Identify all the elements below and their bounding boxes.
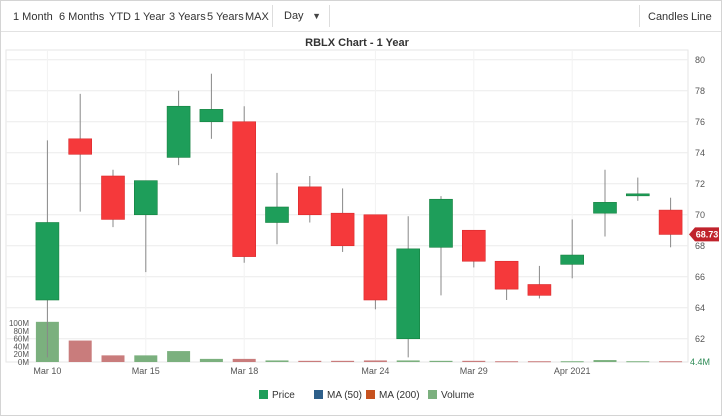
candle-body[interactable] (429, 198, 453, 248)
range-1-month-button[interactable]: 1 Month (13, 11, 53, 23)
chart-legend: Price MA (50) MA (200) Volume (259, 390, 475, 401)
volume-tick-label: 100M (9, 319, 29, 328)
volume-tick-label: 80M (13, 327, 29, 336)
price-tick-label: 62 (695, 334, 705, 344)
time-tick-label: Apr 2021 (554, 366, 591, 376)
legend-item[interactable]: MA (200) (366, 390, 420, 401)
volume-bar (462, 360, 486, 362)
chart-area: 62 64 66 68 70 72 74 76 78 80 0M 20M 40M 60M 80M 100M Ma… (1, 32, 721, 415)
volume-tick-label: 40M (13, 342, 29, 351)
volume-bars (35, 321, 683, 363)
legend-swatch (428, 390, 437, 399)
price-tick-label: 74 (695, 148, 705, 158)
candle-body[interactable] (199, 109, 224, 123)
last-volume-label: 4.4M (690, 357, 710, 367)
range-max-button[interactable]: MAX (245, 11, 269, 23)
chart-type-candles-button[interactable]: Candles (648, 11, 689, 23)
volume-tick-label: 60M (13, 335, 29, 344)
volume-tick-label: 0M (18, 358, 29, 367)
chart-type-line-button[interactable]: Line (691, 11, 712, 23)
volume-bar (429, 360, 453, 362)
candle-body[interactable] (396, 248, 421, 340)
last-price-badge-bg (689, 227, 719, 242)
volume-bar (101, 355, 125, 362)
range-ytd-button[interactable]: YTD (109, 11, 131, 23)
candle-body[interactable] (35, 222, 60, 301)
legend-swatch (366, 390, 375, 399)
candle-body[interactable] (101, 175, 125, 220)
range-3-years-button[interactable]: 3 Years (169, 11, 206, 23)
chart-toolbar: 1 Month 6 Months YTD 1 Year 3 Years 5 Ye… (1, 1, 721, 32)
price-tick-label: 72 (695, 179, 705, 189)
volume-bar (68, 340, 92, 362)
legend-item[interactable]: Price (259, 390, 295, 401)
price-tick-label: 80 (695, 55, 705, 65)
time-tick-label: Mar 10 (33, 366, 61, 376)
volume-bar (167, 351, 191, 362)
interval-value: Day (284, 10, 304, 22)
chart-title: RBLX Chart - 1 Year (305, 37, 409, 49)
candle-body[interactable] (593, 202, 617, 214)
range-1-year-button[interactable]: 1 Year (134, 11, 166, 23)
legend-label: Price (272, 390, 295, 401)
candle-body[interactable] (527, 284, 552, 296)
volume-bar (199, 358, 223, 362)
range-5-years-button[interactable]: 5 Years (207, 11, 244, 23)
candle-body[interactable] (265, 206, 289, 223)
volume-tick-label: 20M (13, 350, 29, 359)
candle-body[interactable] (134, 180, 158, 216)
legend-label: Volume (441, 390, 475, 401)
volume-bar (527, 361, 551, 363)
time-tick-label: Mar 18 (230, 366, 258, 376)
volume-bar (232, 358, 256, 362)
legend-label: MA (50) (327, 390, 362, 401)
volume-bar (134, 355, 158, 362)
candle-body[interactable] (166, 105, 191, 158)
legend-item[interactable]: Volume (428, 390, 475, 401)
candle-body[interactable] (560, 254, 585, 265)
candle-body[interactable] (330, 212, 355, 247)
legend-label: MA (200) (379, 390, 420, 401)
price-tick-label: 78 (695, 86, 705, 96)
time-tick-label: Mar 15 (132, 366, 160, 376)
time-tick-label: Mar 24 (361, 366, 389, 376)
volume-bar (265, 360, 289, 362)
volume-bar (363, 360, 387, 362)
volume-bar (560, 361, 584, 363)
last-price-badge: 68.73 (689, 227, 719, 242)
price-tick-label: 76 (695, 117, 705, 127)
last-price-label: 68.73 (696, 229, 719, 239)
candle-body[interactable] (68, 138, 92, 155)
price-tick-label: 64 (695, 303, 705, 313)
candle-body[interactable] (363, 214, 388, 301)
volume-bar (495, 361, 519, 363)
caret-down-icon: ▼ (312, 11, 321, 21)
volume-bar (298, 360, 322, 362)
toolbar-divider (639, 5, 640, 27)
range-6-months-button[interactable]: 6 Months (59, 11, 105, 23)
candle-body[interactable] (625, 193, 650, 197)
candle-body[interactable] (232, 121, 256, 257)
price-tick-label: 70 (695, 210, 705, 220)
volume-bar (593, 360, 617, 362)
volume-bar (626, 361, 650, 363)
volume-bar (659, 361, 683, 363)
candle-body[interactable] (658, 209, 683, 235)
legend-swatch (314, 390, 323, 399)
price-tick-label: 66 (695, 272, 705, 282)
candles (35, 73, 683, 358)
candle-body[interactable] (494, 260, 519, 290)
candle-body[interactable] (461, 229, 486, 262)
time-tick-label: Mar 29 (460, 366, 488, 376)
volume-bar (331, 360, 355, 362)
legend-swatch (259, 390, 268, 399)
volume-bar (396, 360, 420, 362)
price-tick-label: 68 (695, 241, 705, 251)
interval-select[interactable]: Day ▼ (272, 5, 330, 27)
candle-body[interactable] (297, 186, 322, 216)
legend-item[interactable]: MA (50) (314, 390, 362, 401)
